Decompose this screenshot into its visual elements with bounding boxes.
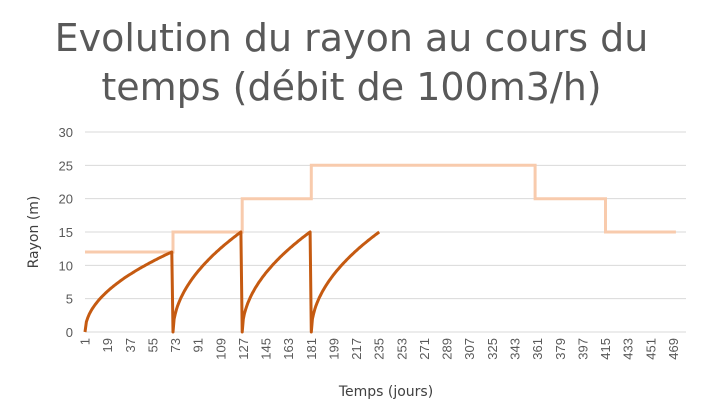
x-tick-label: 433 — [621, 338, 636, 360]
x-tick-labels: 1 19 37 55 73 91 109 127 145 163 181 199 217 235 253 27… — [78, 338, 681, 360]
x-axis-label: Temps (jours) — [338, 384, 433, 400]
x-tick-label: 37 — [123, 338, 138, 352]
x-tick-label: 145 — [259, 338, 274, 360]
series-lines — [83, 163, 676, 334]
y-axis-label: Rayon (m) — [26, 196, 42, 269]
x-tick-label: 199 — [326, 338, 341, 360]
y-tick-label: 20 — [59, 192, 73, 207]
y-tick-label: 25 — [59, 158, 73, 173]
x-tick-label: 109 — [213, 338, 228, 360]
x-tick-label: 91 — [191, 338, 206, 352]
x-tick-label: 19 — [100, 338, 115, 352]
x-tick-label: 253 — [394, 338, 409, 360]
y-tick-labels: 0 5 10 15 20 25 30 — [59, 125, 73, 340]
x-tick-label: 379 — [553, 338, 568, 360]
y-tick-label: 15 — [59, 225, 73, 240]
series-step-line — [85, 163, 676, 254]
x-tick-label: 127 — [236, 338, 251, 360]
x-tick-label: 163 — [281, 338, 296, 360]
x-tick-label: 73 — [168, 338, 183, 352]
y-tick-label: 5 — [66, 292, 73, 307]
chart-title: Evolution du rayon au cours du temps (dé… — [0, 14, 703, 112]
y-tick-label: 0 — [66, 325, 73, 340]
chart-title-line-2: temps (débit de 100m3/h) — [101, 65, 602, 109]
x-tick-label: 217 — [349, 338, 364, 360]
x-tick-label: 271 — [417, 338, 432, 360]
x-tick-label: 397 — [575, 338, 590, 360]
x-tick-label: 307 — [462, 338, 477, 360]
x-tick-label: 235 — [372, 338, 387, 360]
x-tick-label: 415 — [598, 338, 613, 360]
x-tick-label: 1 — [78, 338, 93, 345]
x-tick-label: 289 — [440, 338, 455, 360]
y-tick-label: 30 — [59, 125, 73, 140]
chart-title-line-1: Evolution du rayon au cours du — [54, 16, 649, 60]
x-tick-label: 55 — [145, 338, 160, 352]
gridlines — [85, 131, 686, 333]
y-tick-label: 10 — [59, 258, 73, 273]
x-tick-label: 451 — [643, 338, 658, 360]
x-tick-label: 181 — [304, 338, 319, 360]
x-tick-label: 361 — [530, 338, 545, 360]
x-tick-label: 469 — [666, 338, 681, 360]
series-radius-line — [83, 230, 381, 334]
x-tick-label: 325 — [485, 338, 500, 360]
x-tick-label: 343 — [508, 338, 523, 360]
